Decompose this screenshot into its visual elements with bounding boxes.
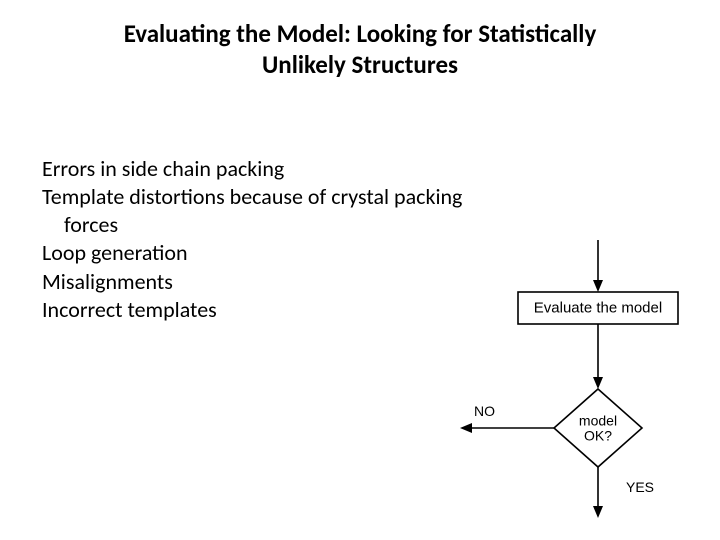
svg-text:NO: NO	[474, 403, 495, 419]
flowchart-diagram: Evaluate the model modelOK? YES NO	[428, 240, 688, 520]
title-line-2: Unlikely Structures	[60, 49, 660, 80]
title-line-1: Evaluating the Model: Looking for Statis…	[60, 18, 660, 49]
error-item-2-line1: Template distortions because of crystal …	[42, 183, 660, 211]
error-item-1: Errors in side chain packing	[42, 155, 660, 183]
svg-text:Evaluate the model: Evaluate the model	[534, 300, 662, 317]
svg-text:YES: YES	[626, 479, 654, 495]
svg-text:OK?: OK?	[584, 428, 612, 444]
svg-text:model: model	[579, 412, 617, 428]
slide-title: Evaluating the Model: Looking for Statis…	[60, 18, 660, 81]
error-item-2-line2: forces	[42, 211, 660, 239]
